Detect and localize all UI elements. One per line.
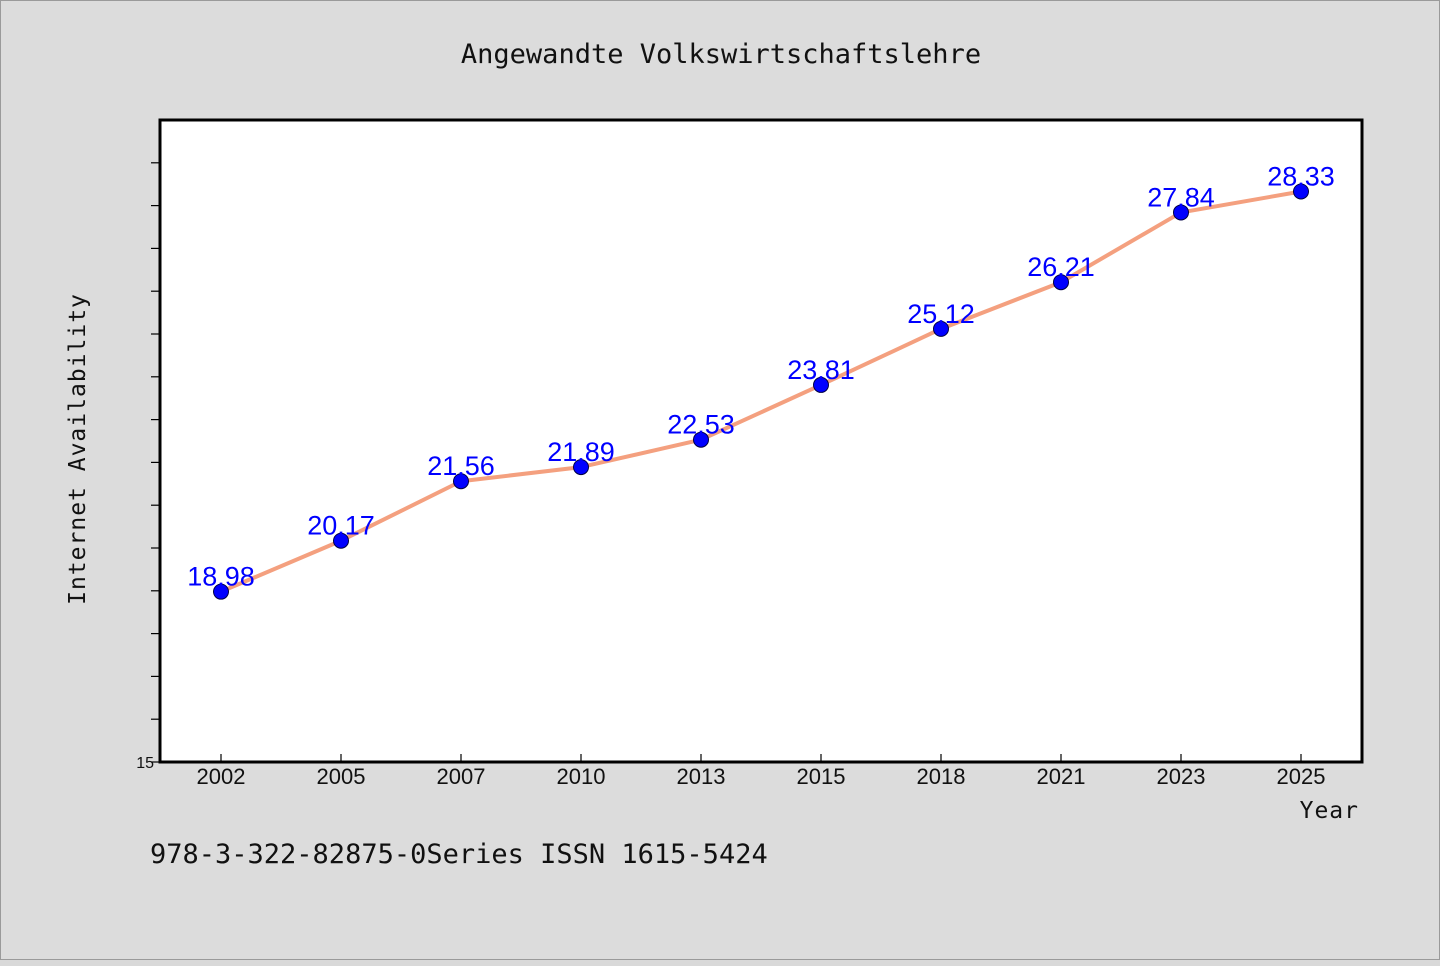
x-axis-ticks: 2002 2005 2007 2010 2013 2015 2018 2021 2023 2025 [197,754,1326,789]
data-label: 21.89 [547,437,615,467]
y-axis-label: Internet Availability [65,293,91,605]
chart-title: Angewandte Volkswirtschaftslehre [461,39,981,70]
data-point [573,459,589,476]
x-tick-label: 2007 [437,764,486,789]
data-label: 18.98 [187,562,255,592]
plot-area [158,118,1364,764]
x-tick-label: 2010 [557,764,606,789]
data-label: 23.81 [787,355,855,385]
x-tick-label: 2013 [677,764,726,789]
data-label: 26.21 [1027,252,1095,282]
data-point [1053,274,1069,291]
data-labels-layer: 18.98 20.17 21.56 21.89 22.53 23.81 25.12 26.21… [187,161,1335,591]
y-tick-label: 15 [136,755,154,772]
data-label: 25.12 [907,299,975,329]
data-label: 28.33 [1267,161,1335,191]
x-tick-label: 2023 [1157,764,1206,789]
footer-text: 978-3-322-82875-0Series ISSN 1615-5424 [150,839,768,870]
x-tick-label: 2025 [1277,764,1326,789]
data-point [453,473,469,490]
data-label: 27.84 [1147,182,1215,212]
x-tick-label: 2018 [917,764,966,789]
data-point [1173,204,1189,221]
series-line [219,189,1303,594]
data-label: 22.53 [667,410,735,440]
data-point [213,583,229,600]
data-label: 20.17 [307,511,375,541]
data-point [1293,183,1309,200]
x-tick-label: 2021 [1037,764,1086,789]
data-point [813,376,829,393]
data-point [933,320,949,337]
x-tick-label: 2005 [317,764,366,789]
x-tick-label: 2015 [797,764,846,789]
data-label: 21.56 [427,451,495,481]
y-axis-ticks: 15 [136,162,160,772]
data-point [693,431,709,448]
series-layer [213,183,1309,600]
data-point [333,532,349,549]
x-tick-label: 2002 [197,764,246,789]
x-axis-label: Year [1300,798,1359,824]
